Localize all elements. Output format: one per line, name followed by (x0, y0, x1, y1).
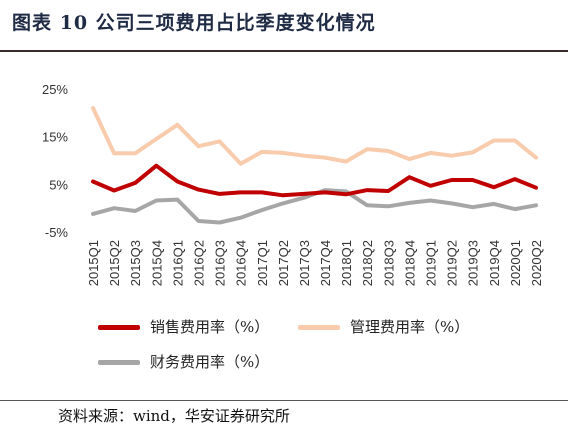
x-tick-label: 2017Q2 (276, 240, 291, 286)
title-divider (0, 50, 568, 52)
x-tick-label: 2017Q4 (318, 240, 333, 286)
y-tick-label: 5% (49, 177, 68, 192)
legend-line-admin (298, 325, 340, 330)
x-tick-label: 2020Q1 (508, 240, 523, 286)
admin-rate-line (91, 106, 538, 166)
x-tick-label: 2020Q2 (529, 240, 544, 286)
x-tick-label: 2019Q2 (445, 240, 460, 286)
legend-label-finance: 财务费用率（%） (150, 353, 270, 371)
legend-line-sales (98, 325, 140, 330)
x-tick-label: 2019Q4 (487, 240, 502, 286)
x-tick-label: 2015Q4 (149, 240, 164, 286)
legend-line-finance (98, 360, 140, 365)
x-tick-label: 2019Q3 (466, 240, 481, 286)
footer-divider (0, 400, 568, 401)
x-tick-label: 2016Q2 (191, 240, 206, 286)
chart-title: 图表 10 公司三项费用占比季度变化情况 (12, 12, 376, 34)
x-tick-label: 2015Q2 (107, 240, 122, 286)
x-tick-label: 2018Q1 (339, 240, 354, 286)
x-tick-label: 2018Q4 (402, 240, 417, 286)
x-tick-label: 2018Q3 (381, 240, 396, 286)
x-tick-label: 2017Q1 (255, 240, 270, 286)
x-tick-label: 2018Q2 (360, 240, 375, 286)
x-tick-label: 2016Q1 (170, 240, 185, 286)
y-tick-label: 15% (42, 130, 68, 145)
line-chart: -5% 5% 15% 25% 2015Q1 2015Q2 2015Q3 2015Q4 2016Q… (42, 82, 544, 286)
legend-label-admin: 管理费用率（%） (350, 318, 470, 336)
x-tick-label: 2016Q4 (234, 240, 249, 286)
source-note: 资料来源：wind，华安证券研究所 (58, 407, 290, 425)
y-tick-label: 25% (42, 82, 68, 97)
x-tick-label: 2019Q1 (424, 240, 439, 286)
x-tick-label: 2015Q3 (128, 240, 143, 286)
sales-rate-line (91, 163, 538, 198)
y-tick-label: -5% (45, 225, 69, 240)
legend-label-sales: 销售费用率（%） (150, 318, 270, 336)
x-tick-label: 2017Q3 (297, 240, 312, 286)
x-tick-label: 2015Q1 (86, 240, 101, 286)
x-tick-label: 2016Q3 (213, 240, 228, 286)
